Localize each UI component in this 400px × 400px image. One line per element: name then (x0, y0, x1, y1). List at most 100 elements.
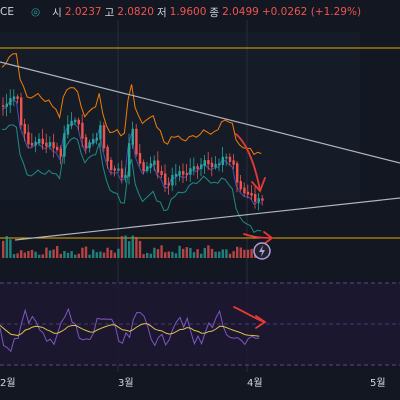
candle-body (41, 138, 44, 145)
candle-body (243, 187, 246, 194)
candle-body (106, 146, 109, 162)
candle-body (156, 160, 160, 173)
volume-bar (196, 249, 199, 258)
volume-bar (120, 236, 124, 258)
candle-body (203, 160, 206, 166)
candle-body (48, 142, 52, 147)
x-tick-label: 5월 (370, 377, 386, 389)
volume-bar (38, 254, 41, 258)
lower-trendline[interactable] (14, 197, 400, 241)
volume-bar (174, 253, 178, 258)
candle-body (66, 124, 70, 135)
candle-body (228, 156, 232, 162)
volume-bar (178, 245, 181, 258)
volume-bar (171, 251, 174, 258)
candle-body (142, 162, 145, 172)
volume-bar (92, 249, 95, 258)
rsi-line (0, 307, 260, 353)
candle-body (196, 166, 199, 169)
arrow-annotation-rsi[interactable] (233, 306, 267, 329)
volume-bar (236, 246, 239, 258)
candle-body (192, 166, 196, 170)
candle-body (214, 163, 217, 168)
volume-bar (81, 247, 84, 258)
open-value: 2.0237 (64, 6, 102, 18)
volume-bar (239, 247, 242, 258)
candle-body (81, 122, 84, 139)
candle-body (110, 159, 113, 170)
candle-body (225, 156, 228, 159)
volume-bar (12, 254, 16, 258)
candle-body (2, 105, 5, 107)
candle-body (207, 160, 210, 165)
volume-bar (167, 251, 170, 258)
candle-body (221, 156, 224, 165)
volume-bar (102, 252, 106, 258)
upper-trendline[interactable] (0, 61, 400, 164)
volume-bar (74, 254, 77, 258)
candle-body (135, 128, 138, 155)
volume-bar (45, 247, 48, 258)
volume-bars (2, 235, 264, 258)
candle-body (23, 123, 26, 134)
volume-bar (16, 253, 19, 258)
candle-body (236, 163, 239, 183)
candle-body (261, 198, 264, 201)
volume-bar (48, 250, 52, 258)
x-tick-label: 3월 (118, 377, 134, 389)
volume-bar (30, 249, 34, 258)
volume-bar (228, 253, 232, 258)
candle-body (9, 98, 12, 106)
high-value: 2.0820 (117, 6, 154, 18)
high-label: 고 (104, 6, 115, 19)
candle-body (218, 163, 221, 166)
volume-bar (88, 254, 91, 258)
volume-bar (52, 249, 55, 258)
candle-body (102, 125, 106, 149)
candle-body (239, 181, 242, 190)
candle-body (27, 132, 30, 145)
candle-body (120, 168, 124, 178)
open-label: 시 (52, 6, 62, 19)
rsi-lines (0, 307, 260, 353)
volume-bar (214, 251, 217, 258)
volume-bar (5, 236, 8, 258)
volume-bar (117, 248, 120, 258)
lightning-icon[interactable] (253, 242, 271, 260)
candle-body (70, 120, 73, 126)
volume-bar (70, 251, 73, 258)
upper-band (1, 53, 262, 156)
volume-bar (218, 251, 221, 258)
candle-body (56, 146, 59, 151)
volume-bar (146, 252, 149, 258)
volume-bar (23, 252, 26, 258)
candle-body (77, 119, 80, 125)
volume-bar (124, 235, 127, 258)
candle-body (160, 171, 163, 176)
candle-body (171, 175, 174, 186)
candle-body (257, 198, 260, 202)
low-value: 1.9600 (169, 6, 207, 18)
low-label: 저 (156, 6, 167, 19)
arrow-annotation-volume[interactable] (243, 231, 274, 245)
arrow-annotation-price[interactable] (235, 133, 266, 193)
candle-body (131, 128, 134, 145)
candle-body (99, 125, 102, 140)
volume-bar (182, 248, 185, 258)
volume-bar (95, 252, 98, 258)
candle-body (95, 137, 98, 141)
candles (2, 89, 264, 211)
candle-body (210, 162, 214, 168)
eye-icon[interactable]: ◎ (30, 6, 41, 18)
volume-bar (135, 236, 138, 258)
volume-bar (160, 245, 163, 258)
candle-body (246, 191, 250, 195)
volume-bar (66, 252, 70, 258)
symbol-fragment: CE (0, 6, 14, 18)
volume-bar (207, 245, 210, 258)
candle-body (146, 166, 149, 172)
volume-bar (27, 250, 30, 258)
close-label: 종 (209, 6, 220, 19)
volume-bar (142, 254, 145, 258)
